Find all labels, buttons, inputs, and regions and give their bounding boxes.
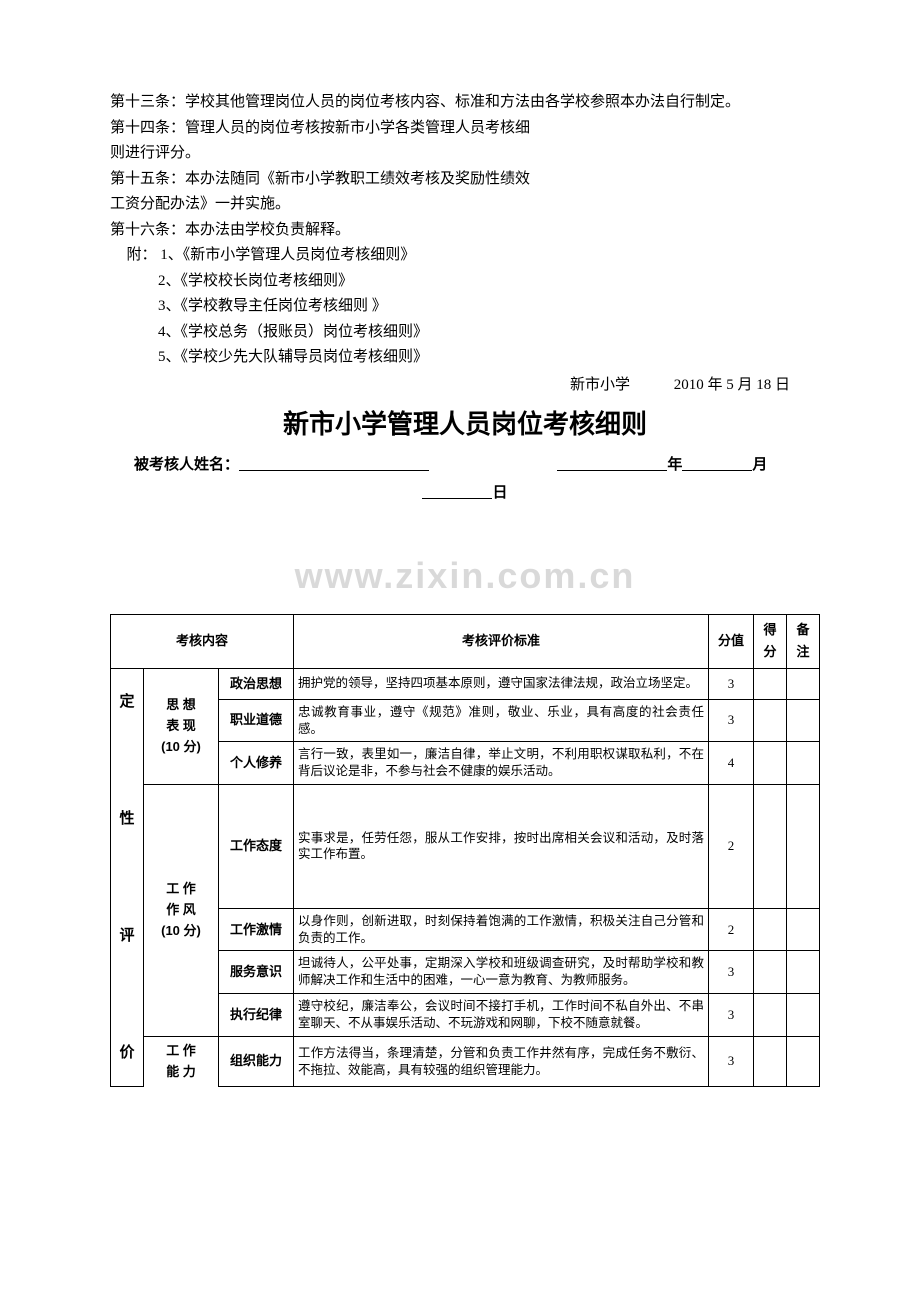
evaluation-table: 考核内容 考核评价标准 分值 得分 备注 定性评价 思 想表 现(10 分) 政… (110, 614, 820, 1087)
article-13: 第十三条：学校其他管理岗位人员的岗位考核内容、标准和方法由各学校参照本办法自行制… (110, 90, 820, 116)
month-underline (682, 455, 752, 471)
watermark: www.zixin.com.cn (110, 545, 820, 606)
standard-cell: 忠诚教育事业，遵守《规范》准则，敬业、乐业，具有高度的社会责任感。 (294, 699, 709, 742)
remark-cell (787, 994, 820, 1037)
day-underline (422, 483, 492, 499)
year-label: 年 (667, 456, 682, 473)
value-cell: 3 (709, 699, 754, 742)
article-14-l2: 则进行评分。 (110, 141, 820, 167)
standard-cell: 拥护党的领导，坚持四项基本原则，遵守国家法律法规，政治立场坚定。 (294, 668, 709, 699)
day-line: 日 (110, 480, 820, 506)
standard-cell: 以身作则，创新进取，时刻保持着饱满的工作激情，积极关注自己分管和负责的工作。 (294, 908, 709, 951)
value-cell: 3 (709, 994, 754, 1037)
month-label: 月 (752, 456, 767, 473)
value-cell: 2 (709, 908, 754, 951)
remark-cell (787, 951, 820, 994)
standard-cell: 坦诚待人，公平处事，定期深入学校和班级调查研究，及时帮助学校和教师解决工作和生活… (294, 951, 709, 994)
remark-cell (787, 699, 820, 742)
standard-cell: 言行一致，表里如一，廉洁自律，举止文明，不利用职权谋取私利，不在背后议论是非，不… (294, 742, 709, 785)
item-cell: 政治思想 (219, 668, 294, 699)
year-underline (557, 455, 667, 471)
article-15-l1: 第十五条：本办法随同《新市小学教职工绩效考核及奖励性绩效 (110, 167, 820, 193)
standard-cell: 工作方法得当，条理清楚，分管和负责工作井然有序，完成任务不敷衍、不拖拉、效能高，… (294, 1036, 709, 1086)
group-workstyle: 工 作作 风(10 分) (144, 785, 219, 1037)
value-cell: 3 (709, 668, 754, 699)
document-title: 新市小学管理人员岗位考核细则 (110, 402, 820, 446)
day-label: 日 (492, 484, 507, 501)
header-standard: 考核评价标准 (294, 615, 709, 668)
group-ability: 工 作能 力 (144, 1036, 219, 1086)
attachment-4: 4、《学校总务（报账员）岗位考核细则》 (110, 320, 820, 346)
got-cell (754, 994, 787, 1037)
signature-line: 新市小学 2010 年 5 月 18 日 (110, 373, 820, 399)
remark-cell (787, 908, 820, 951)
attachment-3: 3、《学校教导主任岗位考核细则 》 (110, 294, 820, 320)
got-cell (754, 742, 787, 785)
attachment-1: 附： 1、《新市小学管理人员岗位考核细则》 (110, 243, 820, 269)
attachment-2: 2、《学校校长岗位考核细则》 (110, 269, 820, 295)
got-cell (754, 908, 787, 951)
item-cell: 服务意识 (219, 951, 294, 994)
name-label: 被考核人姓名： (134, 456, 239, 473)
name-underline (239, 455, 429, 471)
article-15-l2: 工资分配办法》一并实施。 (110, 192, 820, 218)
header-value: 分值 (709, 615, 754, 668)
remark-cell (787, 785, 820, 909)
got-cell (754, 1036, 787, 1086)
item-cell: 工作激情 (219, 908, 294, 951)
standard-cell: 遵守校纪，廉洁奉公，会议时间不接打手机，工作时间不私自外出、不串室聊天、不从事娱… (294, 994, 709, 1037)
table-row: 定性评价 思 想表 现(10 分) 政治思想 拥护党的领导，坚持四项基本原则，遵… (111, 668, 820, 699)
signature-date: 2010 年 5 月 18 日 (674, 377, 790, 393)
header-remark: 备注 (787, 615, 820, 668)
value-cell: 2 (709, 785, 754, 909)
table-row: 工 作作 风(10 分) 工作态度 实事求是，任劳任怨，服从工作安排，按时出席相… (111, 785, 820, 909)
value-cell: 3 (709, 951, 754, 994)
table-row: 工 作能 力 组织能力 工作方法得当，条理清楚，分管和负责工作井然有序，完成任务… (111, 1036, 820, 1086)
group-thought: 思 想表 现(10 分) (144, 668, 219, 785)
standard-cell: 实事求是，任劳任怨，服从工作安排，按时出席相关会议和活动，及时落实工作布置。 (294, 785, 709, 909)
item-cell: 工作态度 (219, 785, 294, 909)
value-cell: 4 (709, 742, 754, 785)
got-cell (754, 668, 787, 699)
item-cell: 执行纪律 (219, 994, 294, 1037)
item-cell: 组织能力 (219, 1036, 294, 1086)
header-got: 得分 (754, 615, 787, 668)
header-section: 考核内容 (111, 615, 294, 668)
remark-cell (787, 668, 820, 699)
article-14-l1: 第十四条：管理人员的岗位考核按新市小学各类管理人员考核细 (110, 116, 820, 142)
big-category: 定性评价 (111, 668, 144, 1087)
got-cell (754, 785, 787, 909)
item-cell: 职业道德 (219, 699, 294, 742)
got-cell (754, 699, 787, 742)
value-cell: 3 (709, 1036, 754, 1086)
item-cell: 个人修养 (219, 742, 294, 785)
attachment-5: 5、《学校少先大队辅导员岗位考核细则》 (110, 345, 820, 371)
remark-cell (787, 742, 820, 785)
table-header-row: 考核内容 考核评价标准 分值 得分 备注 (111, 615, 820, 668)
assessee-line: 被考核人姓名： 年 月 (110, 452, 820, 478)
got-cell (754, 951, 787, 994)
article-16: 第十六条：本办法由学校负责解释。 (110, 218, 820, 244)
signature-school: 新市小学 (570, 373, 630, 399)
remark-cell (787, 1036, 820, 1086)
